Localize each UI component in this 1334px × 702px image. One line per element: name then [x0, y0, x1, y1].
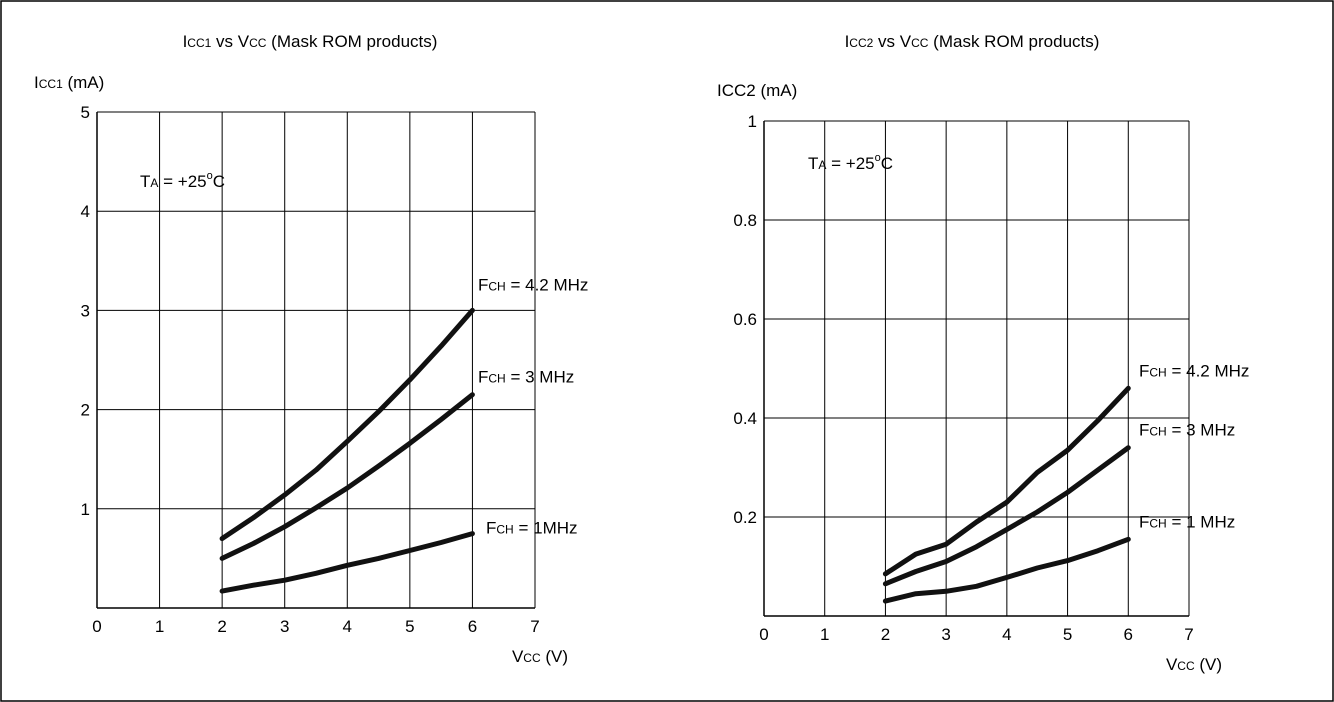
- series-line: [882, 445, 1131, 587]
- x-tick-label: 5: [405, 617, 414, 636]
- x-tick-label: 6: [468, 617, 477, 636]
- y-tick-label: 1: [748, 112, 757, 131]
- y-tick-label: 0.2: [733, 508, 757, 527]
- y-tick-label: 5: [81, 103, 90, 122]
- series-label: FCH = 4.2 MHz: [478, 275, 588, 294]
- x-tick-label: 0: [759, 625, 768, 644]
- temperature-annotation: TA = +25oC: [140, 170, 225, 191]
- x-axis-label: VCC (V): [1166, 655, 1222, 674]
- series-label: FCH = 3 MHz: [478, 368, 574, 387]
- x-tick-label: 7: [530, 617, 539, 636]
- x-tick-label: 3: [941, 625, 950, 644]
- y-tick-label: 0.8: [733, 211, 757, 230]
- y-axis-label: ICC1 (mA): [34, 73, 104, 92]
- x-tick-label: 3: [280, 617, 289, 636]
- x-tick-label: 4: [1002, 625, 1011, 644]
- x-axis-label: VCC (V): [512, 647, 568, 666]
- x-tick-label: 1: [820, 625, 829, 644]
- temperature-annotation: TA = +25oC: [808, 152, 893, 173]
- y-tick-label: 2: [81, 401, 90, 420]
- x-tick-label: 6: [1124, 625, 1133, 644]
- series-line: [882, 385, 1131, 577]
- x-tick-label: 0: [92, 617, 101, 636]
- x-tick-label: 7: [1184, 625, 1193, 644]
- chart-title: ICC2 vs VCC (Mask ROM products): [845, 32, 1100, 51]
- x-tick-label: 2: [217, 617, 226, 636]
- y-tick-label: 0.6: [733, 310, 757, 329]
- x-tick-label: 2: [881, 625, 890, 644]
- series-label: FCH = 1MHz: [486, 519, 578, 538]
- series-label: FCH = 3 MHz: [1139, 421, 1235, 440]
- series-label: FCH = 4.2 MHz: [1139, 361, 1249, 380]
- x-tick-label: 1: [155, 617, 164, 636]
- series-line: [219, 531, 475, 594]
- y-tick-label: 0.4: [733, 409, 757, 428]
- y-tick-label: 1: [81, 500, 90, 519]
- series-line: [219, 307, 475, 542]
- series-line: [219, 392, 475, 561]
- chart-icc2-vs-vcc: 0 1 2 3 4 5 6 7 0.2 0.4 0.6 0.8 1 ICC2 vs VCC (Mask R…: [717, 32, 1249, 674]
- y-tick-label: 4: [81, 202, 90, 221]
- x-tick-label: 5: [1063, 625, 1072, 644]
- series-label: FCH = 1 MHz: [1139, 512, 1235, 531]
- chart-icc1-vs-vcc: 0 1 2 3 4 5 6 7 1 2 3 4 5 ICC1 vs VCC (Mask ROM produ…: [34, 32, 588, 666]
- chart-title: ICC1 vs VCC (Mask ROM products): [183, 32, 438, 51]
- x-tick-label: 4: [343, 617, 352, 636]
- series-line: [882, 536, 1131, 604]
- y-axis-label: ICC2 (mA): [717, 81, 797, 100]
- y-tick-label: 3: [81, 301, 90, 320]
